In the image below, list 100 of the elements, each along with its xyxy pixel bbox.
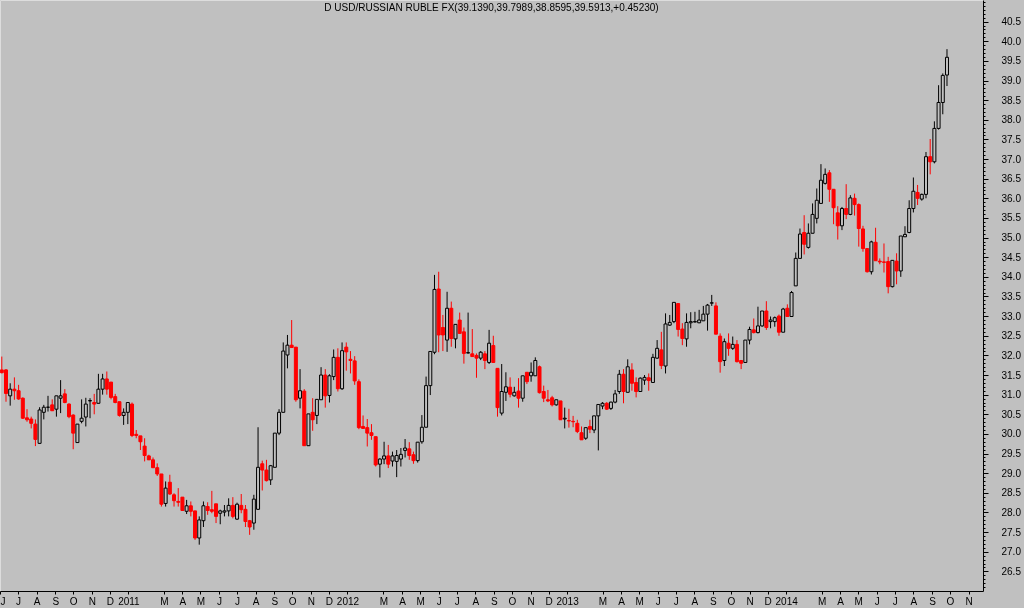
candlestick	[587, 419, 592, 434]
x-tick-label: J	[673, 595, 679, 607]
candlestick	[487, 329, 492, 365]
y-tick-label: 34.0	[1001, 271, 1022, 283]
y-tick-label: 38.5	[1001, 94, 1022, 106]
candlestick	[474, 352, 479, 379]
x-tick-label: A	[691, 595, 699, 607]
candlestick	[491, 335, 496, 363]
y-tick-label: 28.0	[1001, 506, 1022, 518]
candlestick	[298, 368, 303, 409]
candlestick	[659, 331, 664, 370]
candlestick	[12, 376, 17, 401]
x-tick-label: M	[598, 595, 608, 607]
x-tick-label: N	[965, 595, 973, 607]
candlestick	[96, 373, 101, 404]
chart-title: D USD/RUSSIAN RUBLE FX(39.1390,39.7989,38.8595,39.5913,+0.45230)	[324, 2, 659, 13]
candlestick	[453, 323, 458, 349]
x-tick-label: A	[837, 595, 845, 607]
candlestick	[697, 309, 702, 324]
x-tick-label: J	[655, 595, 661, 607]
x-tick-label: M	[817, 595, 827, 607]
candlestick	[344, 341, 349, 372]
candlestick	[520, 375, 525, 403]
x-tick-label: D	[764, 595, 772, 607]
candlestick	[726, 332, 731, 357]
candlestick	[230, 496, 235, 519]
x-tick-label: J	[892, 595, 898, 607]
x-tick-label: S	[52, 595, 60, 607]
x-tick-label: M	[635, 595, 644, 607]
candlestick	[58, 379, 63, 414]
candlestick	[928, 138, 933, 175]
x-tick-label: O	[727, 595, 736, 607]
x-tick-label: A	[33, 595, 41, 607]
candlestick	[8, 382, 13, 407]
candlestick	[33, 418, 38, 447]
x-tick-label: M	[160, 595, 169, 607]
candlestick	[176, 487, 181, 508]
x-tick-label: S	[710, 595, 718, 607]
candlestick	[915, 184, 920, 206]
candlestick	[617, 369, 622, 395]
candlestick	[516, 377, 521, 409]
y-tick-label: 31.0	[1001, 389, 1022, 401]
x-tick-label: J	[874, 595, 880, 607]
y-tick-label: 29.5	[1001, 448, 1022, 460]
candlestick	[722, 338, 727, 367]
candlestick	[789, 290, 794, 318]
x-tick-label: N	[746, 595, 754, 607]
candlestick	[470, 328, 475, 358]
y-tick-label: 34.5	[1001, 251, 1022, 263]
y-tick-label: 40.0	[1001, 35, 1022, 47]
x-tick-label: M	[854, 595, 863, 607]
y-tick-label: 26.5	[1001, 565, 1022, 577]
y-tick-label: 35.0	[1001, 232, 1022, 244]
y-tick-label: 30.0	[1001, 428, 1022, 440]
x-tick-label: O	[288, 595, 297, 607]
x-tick-label: J	[436, 595, 442, 607]
candlestick	[466, 312, 471, 354]
x-tick-label: S	[271, 595, 279, 607]
candlestick	[873, 227, 878, 262]
candlestick	[692, 311, 697, 323]
y-tick-label: 27.0	[1001, 546, 1022, 558]
candlestick	[558, 400, 563, 421]
y-tick-label: 36.5	[1001, 173, 1022, 185]
x-tick-label: N	[307, 595, 315, 607]
candlestick	[684, 312, 689, 348]
y-tick-label: 27.5	[1001, 526, 1022, 538]
candlestick	[83, 397, 88, 427]
candlestick	[566, 408, 571, 429]
candlestick	[856, 202, 861, 248]
x-tick-label: J	[217, 595, 223, 607]
candlestick	[621, 368, 626, 404]
y-tick-label: 39.5	[1001, 55, 1022, 67]
candlestick	[323, 368, 328, 409]
y-tick-label: 29.0	[1001, 467, 1022, 479]
x-tick-label: O	[508, 595, 517, 607]
candlestick	[382, 441, 387, 465]
y-tick-label: 33.5	[1001, 290, 1022, 302]
x-tick-label: N	[88, 595, 96, 607]
x-tick-label: 2012	[336, 595, 360, 607]
x-tick-label: A	[179, 595, 187, 607]
candlestick	[802, 214, 807, 255]
x-tick-label: N	[527, 595, 535, 607]
x-tick-label: J	[235, 595, 241, 607]
x-tick-label: 2014	[775, 595, 799, 607]
x-tick-label: 2013	[556, 595, 580, 607]
x-tick-label: O	[946, 595, 955, 607]
candlestick	[88, 397, 93, 419]
x-tick-label: D	[106, 595, 114, 607]
x-tick-label: A	[618, 595, 626, 607]
y-tick-label: 33.0	[1001, 310, 1022, 322]
candlestick	[310, 397, 315, 432]
x-tick-label: D	[325, 595, 333, 607]
y-tick-label: 30.5	[1001, 408, 1022, 420]
x-tick-label: A	[910, 595, 918, 607]
y-tick-label: 40.5	[1001, 16, 1022, 28]
y-tick-label: 38.0	[1001, 114, 1022, 126]
candlestick	[529, 361, 534, 383]
x-tick-label: M	[196, 595, 206, 607]
candlestick	[92, 393, 97, 415]
candlestick	[226, 497, 231, 517]
